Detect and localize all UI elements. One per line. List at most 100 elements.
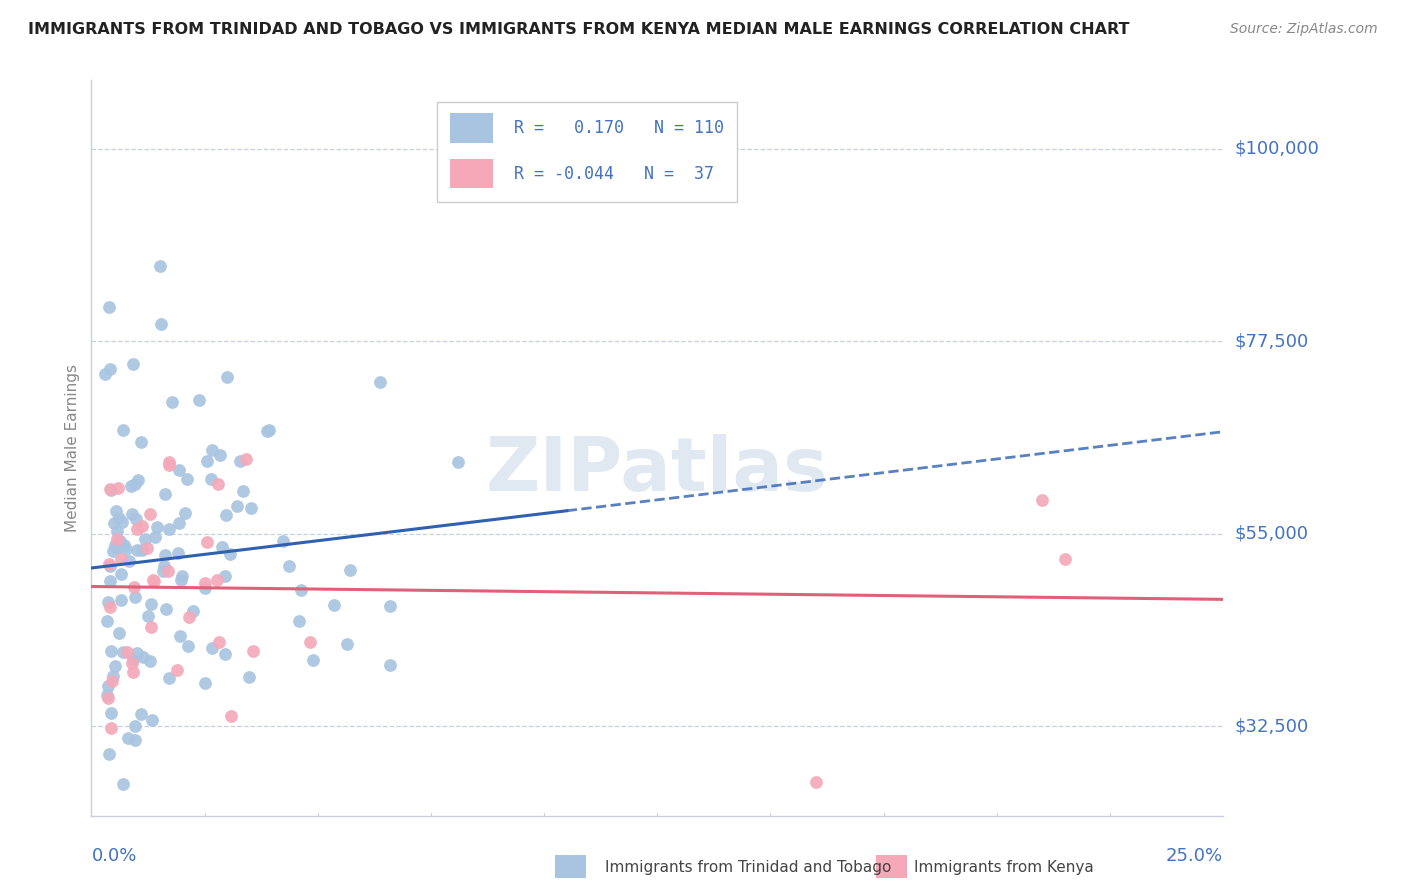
Point — [101, 544, 124, 558]
FancyBboxPatch shape — [437, 103, 737, 202]
Point — [228, 454, 250, 468]
Point — [256, 424, 278, 438]
Point — [176, 640, 198, 654]
Point — [215, 370, 238, 384]
Point — [121, 507, 143, 521]
Point — [195, 534, 218, 549]
Point — [124, 477, 146, 491]
Point — [112, 645, 135, 659]
Point — [447, 455, 470, 469]
Text: $55,000: $55,000 — [1234, 524, 1309, 543]
Point — [100, 721, 122, 735]
Point — [118, 554, 141, 568]
FancyBboxPatch shape — [450, 113, 494, 143]
Point — [98, 362, 121, 376]
Point — [105, 524, 128, 538]
Point — [172, 569, 194, 583]
Point — [104, 538, 127, 552]
Point — [132, 650, 155, 665]
Point — [105, 532, 128, 546]
Point — [214, 508, 236, 522]
Point — [112, 777, 135, 791]
Point — [107, 481, 129, 495]
Point — [112, 538, 135, 552]
Point — [107, 625, 129, 640]
Point — [104, 504, 127, 518]
Point — [200, 472, 222, 486]
Text: $77,500: $77,500 — [1234, 332, 1309, 351]
Point — [221, 708, 243, 723]
Point — [124, 591, 146, 605]
Point — [183, 604, 205, 618]
Point — [111, 515, 134, 529]
Point — [139, 597, 162, 611]
Point — [122, 652, 145, 666]
Point — [1053, 552, 1076, 566]
Point — [138, 507, 160, 521]
Point — [194, 582, 217, 596]
Point — [146, 520, 169, 534]
Point — [195, 454, 218, 468]
Text: ZIPatlas: ZIPatlas — [486, 434, 828, 507]
Point — [120, 479, 142, 493]
Point — [239, 501, 262, 516]
Point — [336, 637, 359, 651]
Point — [208, 635, 231, 649]
Point — [173, 506, 195, 520]
Point — [105, 541, 128, 555]
Point — [97, 679, 120, 693]
Point — [143, 530, 166, 544]
Point — [125, 646, 148, 660]
Point — [208, 448, 231, 462]
Point — [257, 423, 280, 437]
Point — [129, 706, 152, 721]
Point — [368, 375, 391, 389]
Point — [127, 473, 149, 487]
Point — [187, 393, 209, 408]
Point — [124, 733, 146, 747]
Point — [122, 580, 145, 594]
Point — [100, 483, 122, 498]
Point — [127, 522, 149, 536]
Point — [110, 566, 132, 581]
Point — [98, 600, 121, 615]
Point — [103, 669, 125, 683]
Point — [98, 483, 121, 497]
Point — [232, 483, 254, 498]
Point — [139, 654, 162, 668]
Point — [288, 614, 311, 628]
Point — [201, 443, 224, 458]
Point — [152, 565, 174, 579]
Point — [122, 665, 145, 679]
Point — [380, 658, 402, 673]
Text: Source: ZipAtlas.com: Source: ZipAtlas.com — [1230, 22, 1378, 37]
Point — [121, 657, 143, 671]
Point — [97, 747, 120, 761]
Point — [139, 620, 162, 634]
Text: 0.0%: 0.0% — [91, 847, 136, 864]
Text: R = -0.044   N =  37: R = -0.044 N = 37 — [513, 165, 714, 183]
Text: Immigrants from Kenya: Immigrants from Kenya — [914, 860, 1094, 874]
Text: 25.0%: 25.0% — [1166, 847, 1223, 864]
Point — [170, 573, 193, 587]
Text: Immigrants from Trinidad and Tobago: Immigrants from Trinidad and Tobago — [605, 860, 891, 874]
Point — [110, 592, 132, 607]
Point — [153, 559, 176, 574]
Point — [108, 534, 131, 549]
Point — [159, 671, 181, 685]
Point — [322, 598, 344, 612]
Text: $32,500: $32,500 — [1234, 717, 1309, 735]
Point — [115, 542, 138, 557]
Point — [96, 614, 118, 628]
Point — [149, 259, 172, 273]
Point — [301, 652, 323, 666]
Point — [298, 635, 321, 649]
Point — [100, 574, 122, 588]
Point — [157, 522, 180, 536]
Point — [125, 511, 148, 525]
Text: $100,000: $100,000 — [1234, 140, 1319, 158]
Point — [101, 673, 124, 688]
Point — [207, 477, 229, 491]
Point — [235, 452, 257, 467]
Point — [97, 595, 120, 609]
